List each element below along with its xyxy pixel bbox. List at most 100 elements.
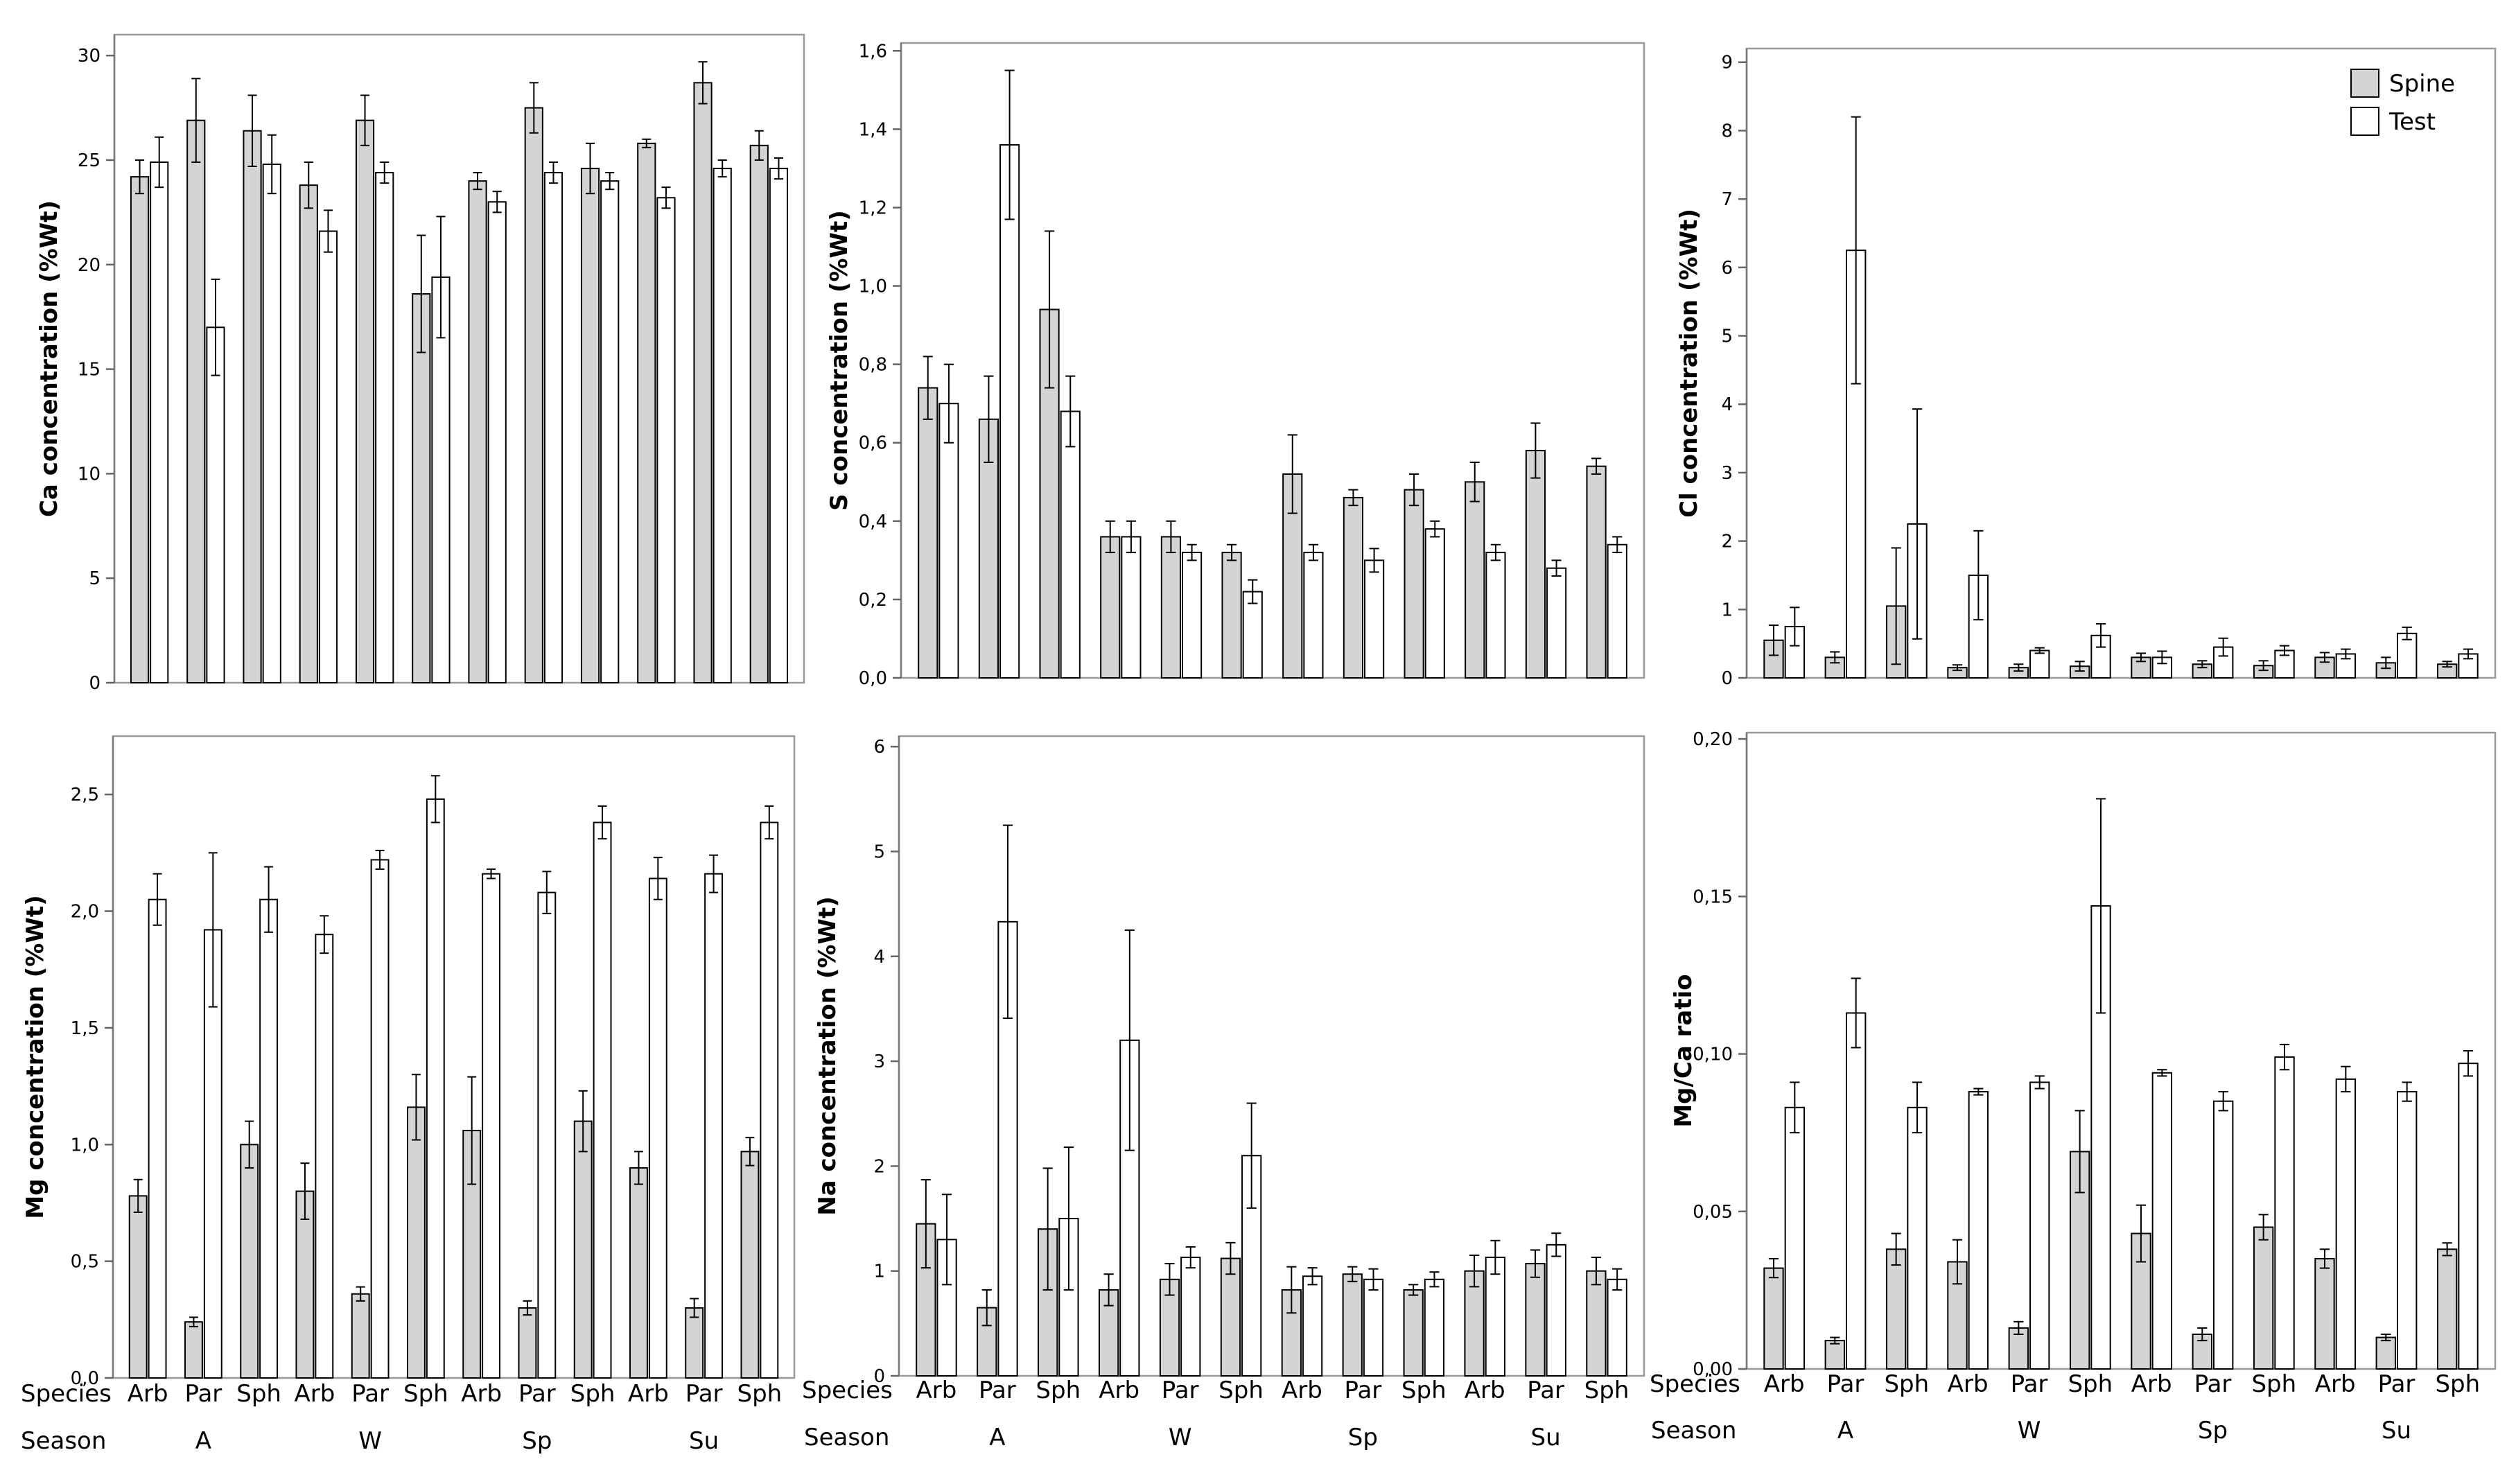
chart1-bar-test bbox=[543, 172, 564, 683]
chart1-ytick-label: 0 bbox=[89, 673, 101, 694]
chart6-bar-test bbox=[2335, 1078, 2357, 1370]
chart4-species-tick-label: Par bbox=[351, 1380, 389, 1408]
chart2-bar-spine bbox=[1586, 465, 1607, 679]
chart5-species-tick-label: Sph bbox=[1401, 1377, 1447, 1404]
chart6-species-tick-label: Par bbox=[2378, 1370, 2415, 1398]
chart2-bar-spine bbox=[1221, 552, 1242, 679]
chart6-bar-spine bbox=[1763, 1267, 1784, 1370]
chart6-season-label: A bbox=[1837, 1417, 1853, 1444]
chart6-species-tick-label: Par bbox=[2194, 1370, 2232, 1398]
chart3-legend-label-spine: Spine bbox=[2389, 70, 2455, 98]
chart4-ytick-label: 1,0 bbox=[71, 1135, 99, 1155]
chart2-ytick-label: 0,6 bbox=[859, 433, 887, 454]
chart6-ylabel: Mg/Ca ratio bbox=[1670, 974, 1697, 1127]
chart2-ytick-label: 0,4 bbox=[859, 512, 887, 532]
chart1-bar-spine bbox=[468, 180, 487, 683]
chart3-ytick-label: 8 bbox=[1721, 121, 1733, 141]
chart2-bar-test bbox=[1364, 559, 1385, 679]
chart5-species-tick-label: Arb bbox=[916, 1377, 957, 1404]
chart3-ytick-label: 7 bbox=[1721, 189, 1733, 210]
chart1-bar-spine bbox=[412, 293, 431, 683]
chart2-bar-spine bbox=[1282, 473, 1303, 679]
chart4-species-tick-label: Arb bbox=[128, 1380, 168, 1408]
chart6-ytick-label: 0,05 bbox=[1693, 1202, 1733, 1223]
chart4-ytick-label: 2,0 bbox=[71, 902, 99, 923]
chart5-bar-spine bbox=[1525, 1263, 1546, 1377]
chart2-bar-test bbox=[1546, 567, 1567, 679]
chart6-bar-test bbox=[2213, 1100, 2234, 1370]
chart4-bar-spine bbox=[573, 1120, 593, 1379]
chart4-bar-test bbox=[537, 891, 557, 1379]
chart5-species-tick-label: Par bbox=[1344, 1377, 1381, 1404]
chart3-bar-test bbox=[1846, 250, 1867, 679]
chart2-ytick-label: 1,4 bbox=[859, 119, 887, 140]
chart6-bar-test bbox=[2458, 1063, 2479, 1370]
chart5-season-label: Su bbox=[1531, 1424, 1561, 1451]
chart2-bar-test bbox=[1121, 536, 1142, 679]
chart4-species-tick-label: Par bbox=[518, 1380, 556, 1408]
chart6-ytick-label: 0,00 bbox=[1693, 1359, 1733, 1380]
chart6-bar-test bbox=[1968, 1091, 1989, 1370]
chart5-bar-test bbox=[1607, 1278, 1627, 1377]
chart5-ylabel: Na concentration (%Wt) bbox=[814, 896, 841, 1216]
species-label-bottom-middle: Species bbox=[802, 1377, 893, 1404]
chart5-species-tick-label: Par bbox=[1162, 1377, 1199, 1404]
chart2-ytick-label: 0,0 bbox=[859, 668, 887, 689]
chart1-bar-test bbox=[769, 168, 789, 683]
chart4-bar-spine bbox=[518, 1307, 537, 1379]
season-label-bottom-right: Season bbox=[1651, 1417, 1736, 1444]
chart1-bar-spine bbox=[524, 107, 543, 683]
chart1-ytick-label: 20 bbox=[78, 255, 101, 276]
chart4-bar-spine bbox=[629, 1167, 648, 1379]
chart1-ytick-label: 5 bbox=[89, 568, 101, 589]
chart1-bar-spine bbox=[693, 82, 713, 683]
chart1-bar-test bbox=[318, 230, 338, 684]
chart1-bar-spine bbox=[243, 130, 262, 683]
chart4-ytick-label: 0,5 bbox=[71, 1252, 99, 1273]
chart1-bar-test bbox=[262, 164, 281, 683]
chart4-species-tick-label: Par bbox=[685, 1380, 723, 1408]
chart6-species-tick-label: Arb bbox=[1764, 1370, 1805, 1398]
chart3-ytick-label: 0 bbox=[1721, 668, 1733, 689]
chart4-ytick-label: 2,5 bbox=[71, 785, 99, 805]
chart2-bar-test bbox=[1424, 528, 1445, 679]
chart4-bar-test bbox=[760, 821, 779, 1379]
chart4-bar-spine bbox=[351, 1293, 370, 1379]
chart4-season-label: Sp bbox=[522, 1427, 552, 1455]
chart6-bar-test bbox=[1784, 1106, 1806, 1370]
chart2-bar-test bbox=[1182, 552, 1203, 679]
chart4-bar-spine bbox=[128, 1195, 148, 1379]
chart5-bar-test bbox=[1424, 1278, 1445, 1377]
season-label-bottom-middle: Season bbox=[804, 1424, 889, 1451]
chart5-species-tick-label: Par bbox=[1527, 1377, 1564, 1404]
chart6-ytick-label: 0,15 bbox=[1693, 887, 1733, 907]
chart5-bar-spine bbox=[1586, 1270, 1607, 1377]
chart4-bar-spine bbox=[295, 1190, 315, 1379]
chart4-ytick-label: 1,5 bbox=[71, 1018, 99, 1039]
chart4-bar-spine bbox=[184, 1321, 203, 1379]
chart6-bar-test bbox=[1907, 1106, 1928, 1370]
chart5-species-tick-label: Arb bbox=[1282, 1377, 1322, 1404]
chart5-ytick-label: 2 bbox=[873, 1156, 885, 1177]
chart4-species-tick-label: Sph bbox=[403, 1380, 448, 1408]
chart2-bar-spine bbox=[1465, 481, 1485, 679]
chart6-bar-test bbox=[1846, 1012, 1867, 1370]
chart3-ytick-label: 3 bbox=[1721, 463, 1733, 484]
chart1-bar-spine bbox=[637, 142, 656, 684]
chart2-bar-test bbox=[1607, 543, 1627, 679]
chart5-species-tick-label: Sph bbox=[1218, 1377, 1264, 1404]
chart5-bar-spine bbox=[1403, 1289, 1424, 1377]
chart1-bar-spine bbox=[580, 168, 600, 683]
chart4-bar-test bbox=[370, 859, 390, 1379]
chart4-species-tick-label: Arb bbox=[628, 1380, 669, 1408]
season-label-bottom-left: Season bbox=[21, 1427, 106, 1455]
chart5-ytick-label: 5 bbox=[873, 841, 885, 862]
chart3-ytick-label: 4 bbox=[1721, 394, 1733, 415]
chart4-ylabel: Mg concentration (%Wt) bbox=[21, 895, 49, 1219]
chart5-species-tick-label: Arb bbox=[1099, 1377, 1139, 1404]
chart1-ytick-label: 15 bbox=[78, 360, 101, 381]
chart6-season-label: Su bbox=[2382, 1417, 2411, 1444]
chart4-bar-test bbox=[426, 798, 445, 1379]
chart1-ytick-label: 30 bbox=[78, 46, 101, 67]
chart5-bar-test bbox=[1180, 1257, 1201, 1377]
